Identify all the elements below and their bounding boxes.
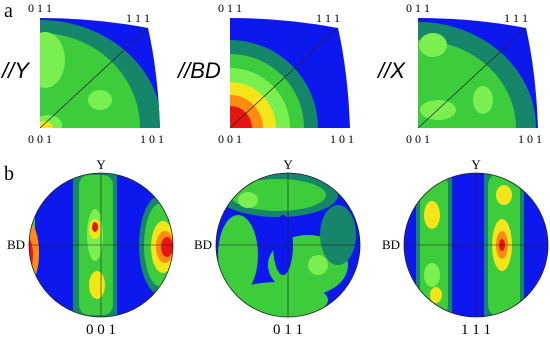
outline — [230, 106, 252, 128]
label: 1 1 1 — [126, 11, 150, 25]
contour — [320, 205, 356, 265]
contour — [308, 255, 328, 275]
contour — [92, 222, 98, 232]
contour — [420, 100, 456, 120]
label: 1 1 1 — [461, 322, 491, 338]
contour — [496, 185, 512, 205]
label: //BD — [176, 58, 221, 83]
label: 0 1 1 — [218, 1, 242, 15]
label: 0 0 1 — [406, 132, 430, 146]
label: 0 1 1 — [273, 322, 303, 338]
label: 1 0 1 — [330, 132, 354, 146]
axis-line — [417, 27, 527, 129]
pole-figure: Y BD 0 0 1 — [7, 157, 174, 338]
label: 0 0 1 — [86, 322, 116, 338]
label: 1 0 1 — [140, 132, 164, 146]
contour — [88, 90, 112, 110]
ipf-plot: 0 1 1 1 1 1 0 0 1 1 0 1 //X — [376, 1, 542, 146]
axis-line — [39, 27, 149, 129]
label: 1 1 1 — [504, 11, 528, 25]
contour — [419, 33, 447, 57]
label: BD — [194, 237, 212, 252]
label: 0 0 1 — [218, 132, 242, 146]
ipf-plot: 0 1 1 1 1 1 0 0 1 1 0 1 //Y — [0, 1, 164, 146]
label: Y — [96, 157, 106, 172]
label: //Y — [0, 58, 30, 83]
contour — [473, 86, 493, 114]
label: //X — [376, 58, 406, 83]
label: 0 0 1 — [28, 132, 52, 146]
pole-figure: Y BD 0 1 1 — [194, 157, 361, 338]
contour — [424, 263, 440, 287]
label: 0 1 1 — [28, 1, 52, 15]
group — [230, 18, 350, 128]
panel-label: b — [4, 163, 14, 185]
contour — [430, 287, 442, 303]
label: 1 1 1 — [316, 11, 340, 25]
label: Y — [471, 157, 481, 172]
pole-figure: Y BD 1 1 1 — [382, 157, 549, 338]
contour — [161, 237, 173, 257]
contour — [40, 121, 53, 128]
contour — [40, 33, 140, 128]
contour — [89, 271, 105, 299]
axis-line — [229, 27, 339, 129]
label: BD — [7, 237, 25, 252]
label: 1 0 1 — [518, 132, 542, 146]
label: BD — [382, 237, 400, 252]
contour — [218, 215, 258, 295]
label: Y — [283, 157, 293, 172]
panel-label: a — [4, 0, 13, 22]
outline — [230, 95, 263, 128]
contour — [424, 201, 440, 229]
contour — [418, 40, 516, 128]
contour — [238, 192, 258, 208]
label: 0 1 1 — [406, 1, 430, 15]
contour — [29, 223, 39, 283]
ipf-plot: 0 1 1 1 1 1 0 0 1 1 0 1 //BD — [176, 1, 354, 146]
contour — [40, 32, 65, 88]
